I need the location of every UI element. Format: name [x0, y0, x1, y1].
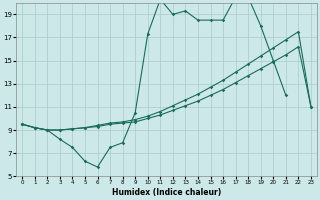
X-axis label: Humidex (Indice chaleur): Humidex (Indice chaleur): [112, 188, 221, 197]
